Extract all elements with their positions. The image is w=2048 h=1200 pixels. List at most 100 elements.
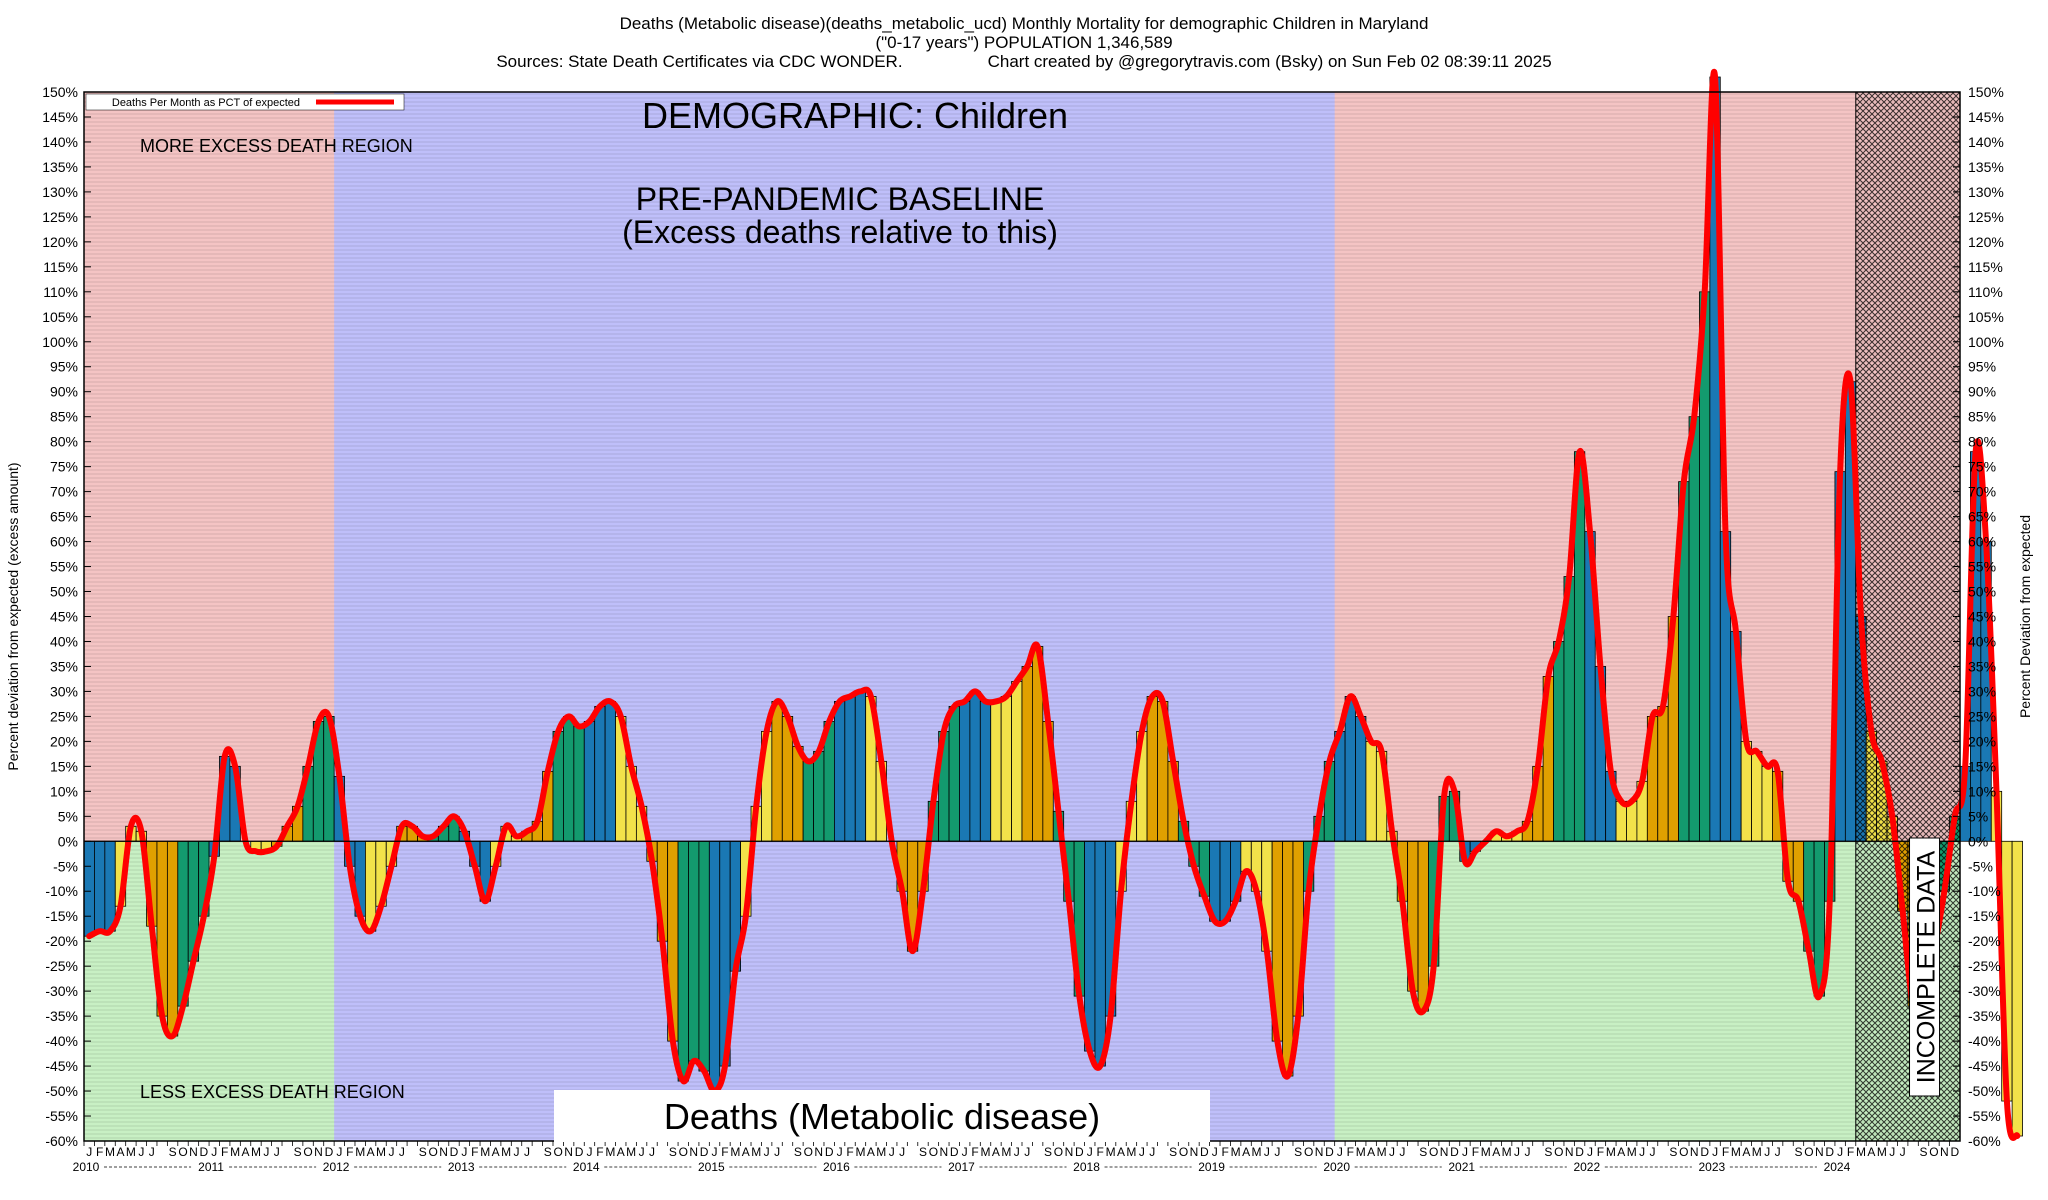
x-month-label: O xyxy=(178,1145,187,1159)
y-tick-label-right: 135% xyxy=(1968,159,2004,175)
x-month-label: J xyxy=(1014,1145,1020,1159)
y-tick-label-right: 125% xyxy=(1968,209,2004,225)
x-month-label: S xyxy=(794,1145,802,1159)
x-month-label: S xyxy=(669,1145,677,1159)
y-tick-label-left: -10% xyxy=(45,883,78,899)
x-month-label: J xyxy=(86,1145,92,1159)
x-month-label: N xyxy=(1440,1145,1449,1159)
x-month-label: S xyxy=(169,1145,177,1159)
y-tick-label-left: 130% xyxy=(42,184,78,200)
x-month-label: M xyxy=(1856,1145,1866,1159)
x-month-label: M xyxy=(105,1145,115,1159)
x-month-label: J xyxy=(1524,1145,1530,1159)
x-month-label: S xyxy=(1669,1145,1677,1159)
y-tick-label-right: -10% xyxy=(1968,883,2001,899)
subtitle-box xyxy=(554,1090,1210,1142)
y-tick-label-left: 50% xyxy=(50,584,78,600)
x-year-label: 2013 xyxy=(448,1160,475,1174)
x-month-label: F xyxy=(96,1145,103,1159)
x-year-label: 2024 xyxy=(1824,1160,1851,1174)
x-month-label: M xyxy=(855,1145,865,1159)
chart-header-line-2: ("0-17 years") POPULATION 1,346,589 xyxy=(875,33,1173,52)
data-bar xyxy=(1146,696,1158,842)
y-tick-label-left: 70% xyxy=(50,484,78,500)
x-month-label: A xyxy=(617,1145,625,1159)
y-tick-label-left: 80% xyxy=(50,434,78,450)
y-tick-label-left: 40% xyxy=(50,633,78,649)
x-month-label: D xyxy=(325,1145,334,1159)
data-bar xyxy=(2011,840,2023,1137)
y-tick-label-left: 140% xyxy=(42,134,78,150)
y-tick-label-left: -20% xyxy=(45,933,78,949)
data-bar xyxy=(854,691,867,842)
x-month-label: J xyxy=(639,1145,645,1159)
x-month-label: M xyxy=(1252,1145,1262,1159)
y-tick-label-left: 110% xyxy=(43,284,78,300)
x-month-label: F xyxy=(221,1145,228,1159)
y-axis-label-left: Percent deviation from expected (excess … xyxy=(5,462,21,770)
data-bar xyxy=(1365,740,1377,842)
x-month-label: J xyxy=(962,1145,968,1159)
x-year-label: 2023 xyxy=(1699,1160,1726,1174)
x-month-label: F xyxy=(1472,1145,1479,1159)
y-tick-label-right: 50% xyxy=(1968,584,1996,600)
data-bar xyxy=(1282,840,1294,1077)
y-tick-label-left: -5% xyxy=(53,858,78,874)
data-bar xyxy=(969,691,981,842)
x-month-label: M xyxy=(126,1145,136,1159)
x-month-label: M xyxy=(1627,1145,1637,1159)
x-month-label: M xyxy=(1731,1145,1741,1159)
x-month-label: N xyxy=(1565,1145,1574,1159)
x-month-label: S xyxy=(919,1145,927,1159)
x-month-label: N xyxy=(1690,1145,1699,1159)
x-month-label: M xyxy=(876,1145,886,1159)
y-tick-label-left: 15% xyxy=(50,758,78,774)
data-bar xyxy=(1344,696,1356,842)
y-tick-label-right: 65% xyxy=(1968,509,1996,525)
y-tick-label-right: -5% xyxy=(1968,858,1993,874)
x-month-label: J xyxy=(1712,1145,1718,1159)
x-year-label: 2022 xyxy=(1573,1160,1600,1174)
baseline-label-1: PRE-PANDEMIC BASELINE xyxy=(636,181,1044,217)
chart-subtitle: Deaths (Metabolic disease) xyxy=(664,1096,1100,1137)
x-month-label: J xyxy=(211,1145,217,1159)
more-excess-label: MORE EXCESS DEATH REGION xyxy=(140,136,413,156)
y-tick-label-left: -30% xyxy=(45,983,78,999)
y-tick-label-right: -15% xyxy=(1968,908,2001,924)
x-year-label: 2019 xyxy=(1198,1160,1225,1174)
y-tick-label-right: 95% xyxy=(1968,359,1996,375)
x-month-label: O xyxy=(1429,1145,1438,1159)
data-bar xyxy=(990,701,1002,842)
x-month-label: J xyxy=(336,1145,342,1159)
x-month-label: J xyxy=(1889,1145,1895,1159)
x-month-label: J xyxy=(1775,1145,1781,1159)
x-month-label: N xyxy=(1940,1145,1949,1159)
y-tick-label-right: -60% xyxy=(1968,1133,2001,1149)
y-tick-label-right: 35% xyxy=(1968,658,1996,674)
x-month-label: O xyxy=(428,1145,437,1159)
y-tick-label-left: -15% xyxy=(45,908,78,924)
x-month-label: J xyxy=(1650,1145,1656,1159)
sources-note: Sources: State Death Certificates via CD… xyxy=(496,52,903,71)
y-tick-label-right: -40% xyxy=(1968,1033,2001,1049)
x-month-label: J xyxy=(1399,1145,1405,1159)
y-tick-label-left: 60% xyxy=(50,534,78,550)
x-month-label: M xyxy=(355,1145,365,1159)
data-bar xyxy=(698,840,710,1072)
data-bar xyxy=(1761,765,1773,842)
x-month-label: J xyxy=(899,1145,905,1159)
x-month-label: J xyxy=(1900,1145,1906,1159)
legend-label: Deaths Per Month as PCT of expected xyxy=(112,97,300,109)
data-bar xyxy=(83,840,95,937)
data-bar xyxy=(1000,696,1012,842)
x-month-label: D xyxy=(825,1145,834,1159)
data-bar xyxy=(979,701,992,842)
x-month-label: J xyxy=(263,1145,269,1159)
chart-header-line-3: Sources: State Death Certificates via CD… xyxy=(0,52,2048,72)
y-tick-label-left: 95% xyxy=(50,359,78,375)
incomplete-label-box xyxy=(1909,837,1941,1097)
x-month-label: F xyxy=(1096,1145,1103,1159)
data-bar xyxy=(813,750,825,842)
y-tick-label-right: 45% xyxy=(1968,609,1996,625)
y-tick-label-left: 100% xyxy=(42,334,78,350)
